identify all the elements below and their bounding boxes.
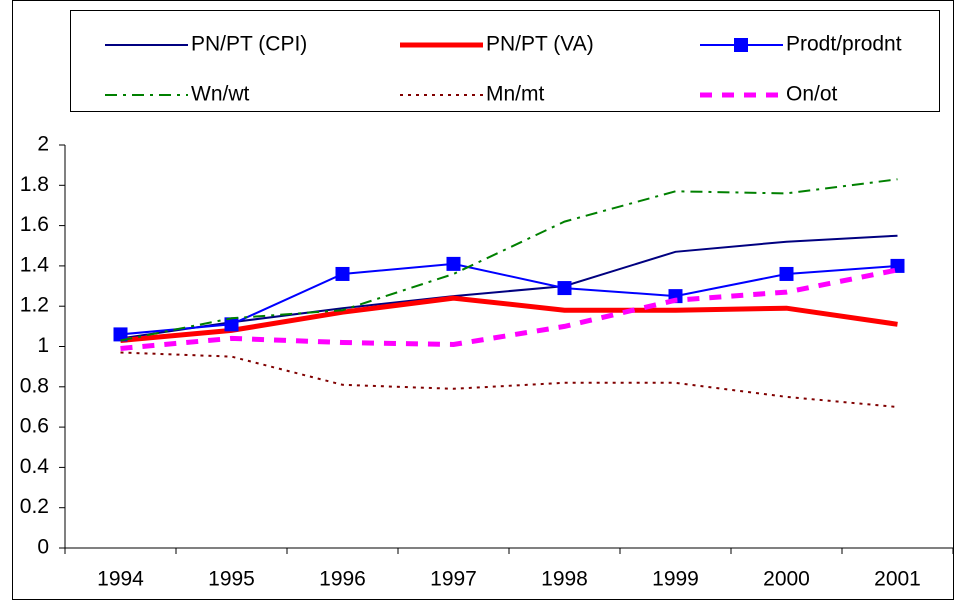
y-tick-label: 1.6 bbox=[20, 213, 49, 236]
legend-box bbox=[70, 10, 940, 112]
y-tick-label: 0.4 bbox=[20, 455, 50, 478]
legend-label: On/ot bbox=[786, 83, 838, 106]
series-line bbox=[120, 234, 898, 340]
x-tick-label: 1994 bbox=[97, 568, 144, 591]
series-line bbox=[120, 295, 898, 343]
series-line bbox=[120, 351, 898, 408]
series-marker bbox=[779, 266, 794, 281]
series-marker bbox=[113, 327, 128, 342]
series-marker bbox=[335, 266, 350, 281]
x-tick-label: 1998 bbox=[541, 568, 588, 591]
series-line bbox=[120, 262, 898, 336]
y-tick-label: 1.4 bbox=[20, 253, 50, 276]
x-tick-label: 2000 bbox=[763, 568, 810, 591]
y-tick-label: 1.2 bbox=[20, 294, 49, 317]
x-tick-label: 1996 bbox=[319, 568, 366, 591]
x-tick-label: 1999 bbox=[652, 568, 699, 591]
x-tick-label: 2001 bbox=[874, 568, 921, 591]
series-marker bbox=[557, 281, 572, 296]
series-line bbox=[120, 178, 898, 342]
series-marker bbox=[224, 317, 239, 332]
y-tick-label: 1.8 bbox=[20, 173, 49, 196]
y-tick-label: 2 bbox=[37, 133, 49, 156]
legend-label: PN/PT (CPI) bbox=[191, 33, 307, 56]
legend-label: Wn/wt bbox=[191, 83, 250, 106]
legend-label: Prodt/prodnt bbox=[786, 33, 902, 56]
series-marker bbox=[446, 256, 461, 271]
legend-marker bbox=[734, 38, 748, 52]
y-tick-label: 0.8 bbox=[20, 374, 49, 397]
x-tick-label: 1995 bbox=[208, 568, 255, 591]
legend-label: Mn/mt bbox=[486, 83, 545, 106]
y-tick-label: 0.2 bbox=[20, 495, 49, 518]
y-tick-label: 0 bbox=[37, 536, 49, 559]
x-tick-label: 1997 bbox=[430, 568, 477, 591]
y-tick-label: 0.6 bbox=[20, 415, 49, 438]
y-tick-label: 1 bbox=[37, 334, 49, 357]
legend-label: PN/PT (VA) bbox=[486, 33, 594, 56]
